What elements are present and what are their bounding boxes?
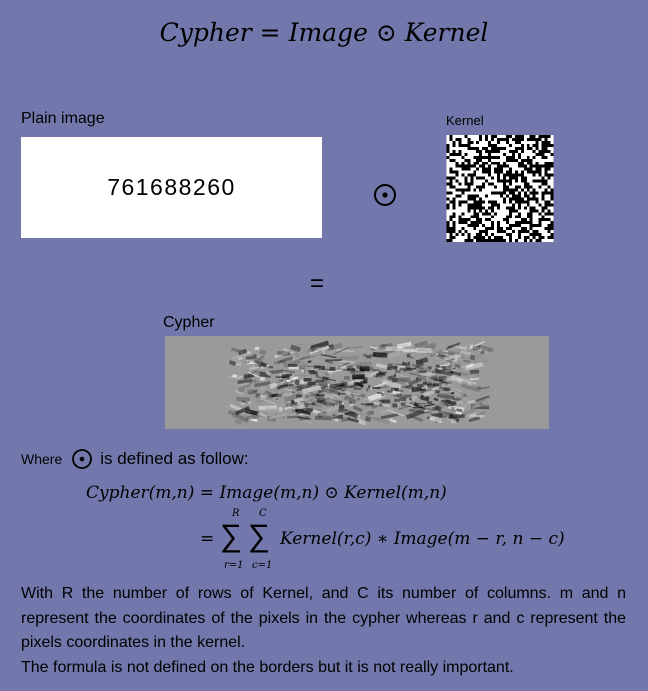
sum-upper-c: C bbox=[259, 508, 267, 519]
odot-operator-icon bbox=[72, 449, 93, 469]
formula-equals-2: = bbox=[200, 529, 215, 549]
plain-image-label: Plain image bbox=[21, 110, 105, 127]
title-kernel: Kernel bbox=[404, 18, 489, 47]
formula-odot: ⊙ bbox=[324, 483, 339, 503]
explanation-paragraph: With R the number of rows of Kernel, and… bbox=[21, 582, 626, 680]
where-defined-text: is defined as follow: bbox=[100, 449, 249, 468]
equals-sign: = bbox=[310, 270, 325, 297]
formula-image: Image(m,n) bbox=[219, 483, 320, 503]
plain-image-number: 761688260 bbox=[107, 174, 236, 200]
where-text: Where bbox=[21, 451, 63, 467]
sum-upper-r: R bbox=[232, 508, 240, 519]
odot-operator-icon bbox=[374, 184, 396, 206]
formula-line-1: Cypher(m,n) = Image(m,n) ⊙ Kernel(m,n) bbox=[86, 483, 447, 503]
formula-equals: = bbox=[199, 483, 215, 503]
title-equation: Cypher = Image ⊙ Kernel bbox=[0, 18, 648, 47]
title-equals: = bbox=[259, 18, 281, 47]
kernel-noise-image bbox=[446, 135, 554, 242]
cypher-image bbox=[165, 336, 549, 429]
formula-kernel: Kernel(m,n) bbox=[344, 483, 447, 503]
formula-lhs: Cypher(m,n) bbox=[86, 483, 195, 503]
explanation-text-2: The formula is not defined on the border… bbox=[21, 658, 514, 676]
cypher-label: Cypher bbox=[163, 314, 215, 331]
title-cypher: Cypher bbox=[159, 18, 252, 47]
where-line: Where is defined as follow: bbox=[21, 446, 249, 472]
title-odot: ⊙ bbox=[375, 18, 397, 47]
kernel-label: Kernel bbox=[446, 113, 484, 128]
sum-symbol-c: ∑ bbox=[248, 518, 271, 553]
title-image: Image bbox=[288, 18, 368, 47]
sum-symbol-r: ∑ bbox=[220, 518, 243, 553]
explanation-text-1: With R the number of rows of Kernel, and… bbox=[21, 585, 626, 651]
sum-lower-r: r=1 bbox=[224, 560, 244, 571]
formula-term: Kernel(r,c) ∗ Image(m − r, n − c) bbox=[280, 529, 565, 549]
plain-image-box: 761688260 bbox=[21, 137, 322, 238]
sum-lower-c: c=1 bbox=[252, 560, 273, 571]
